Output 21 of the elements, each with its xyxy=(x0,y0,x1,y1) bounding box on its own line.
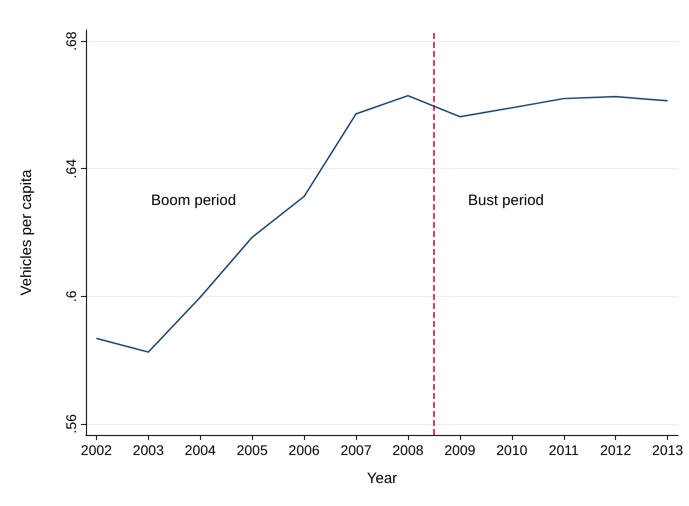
x-tick-label: 2004 xyxy=(184,442,216,458)
y-tick-label: .56 xyxy=(63,414,79,434)
y-tick-label: .64 xyxy=(63,158,79,178)
x-tick-label: 2005 xyxy=(236,442,268,458)
x-tick-label: 2002 xyxy=(80,442,112,458)
x-tick-label: 2006 xyxy=(288,442,320,458)
x-tick-label: 2012 xyxy=(600,442,632,458)
x-tick-label: 2008 xyxy=(392,442,424,458)
x-tick-label: 2009 xyxy=(444,442,476,458)
x-tick-label: 2007 xyxy=(340,442,372,458)
x-tick-label: 2013 xyxy=(652,442,684,458)
annotation: Bust period xyxy=(468,192,544,209)
y-tick-label: .68 xyxy=(63,31,79,51)
x-axis-title: Year xyxy=(366,470,398,487)
line-series xyxy=(96,94,668,353)
y-axis-title: Vehicles per capita xyxy=(18,168,35,296)
x-tick-label: 2003 xyxy=(132,442,164,458)
x-tick-label: 2010 xyxy=(496,442,528,458)
annotation: Boom period xyxy=(151,192,236,209)
x-tick-label: 2011 xyxy=(548,442,580,458)
y-tick-label: .6 xyxy=(63,290,79,302)
